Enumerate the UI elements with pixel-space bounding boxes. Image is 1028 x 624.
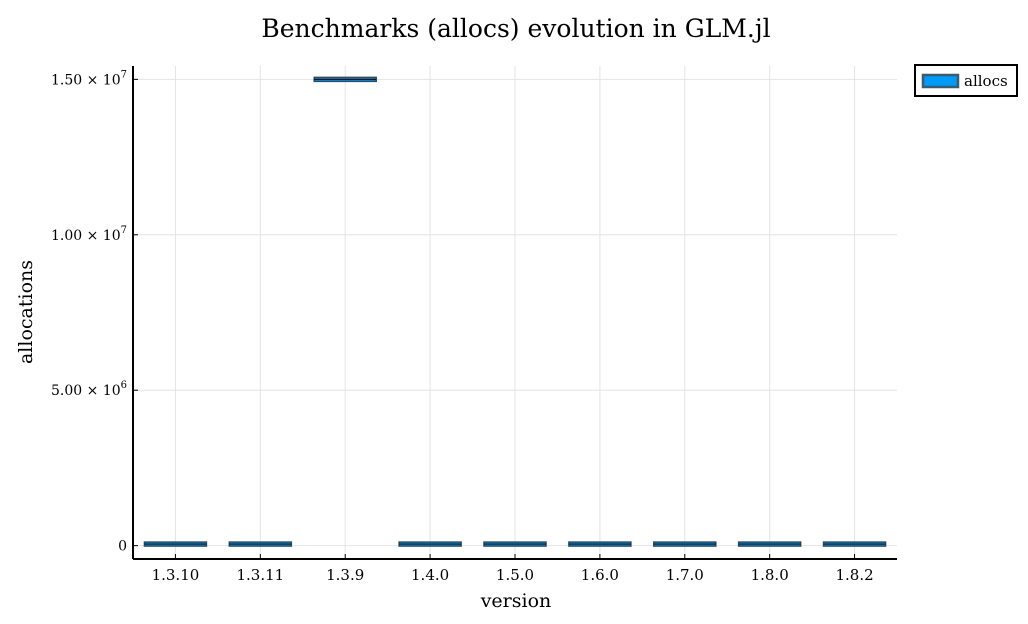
x-tick-label: 1.5.0: [496, 566, 534, 584]
x-tick-label: 1.8.0: [751, 566, 789, 584]
chart-title: Benchmarks (allocs) evolution in GLM.jl: [261, 14, 770, 43]
legend-swatch: [921, 73, 960, 89]
grid: [133, 66, 897, 559]
y-tick-label: 1.00 × 107: [51, 225, 127, 244]
x-tick-label: 1.3.9: [326, 566, 364, 584]
x-ticks: 1.3.10 1.3.11 1.3.9 1.4.0 1.5.0 1.6.0 1.7.0 1.8…: [152, 554, 874, 584]
x-tick-label: 1.8.2: [835, 566, 873, 584]
y-ticks: 0 5.00 × 106 1.00 × 107 1.50 × 107: [51, 69, 138, 555]
legend-label: allocs: [964, 72, 1008, 90]
legend: allocs: [914, 64, 1018, 97]
y-axis-label: allocations: [15, 260, 37, 364]
x-tick-label: 1.6.0: [581, 566, 619, 584]
boxes: [143, 76, 887, 547]
y-tick-label: 0: [118, 539, 127, 555]
legend-box: [914, 64, 1018, 97]
x-axis-label: version: [480, 590, 552, 612]
x-tick-label: 1.7.0: [666, 566, 704, 584]
y-tick-label: 1.50 × 107: [51, 69, 127, 88]
x-tick-label: 1.3.11: [236, 566, 284, 584]
y-tick-label: 5.00 × 106: [51, 380, 127, 399]
x-tick-label: 1.3.10: [152, 566, 200, 584]
x-tick-label: 1.4.0: [411, 566, 449, 584]
